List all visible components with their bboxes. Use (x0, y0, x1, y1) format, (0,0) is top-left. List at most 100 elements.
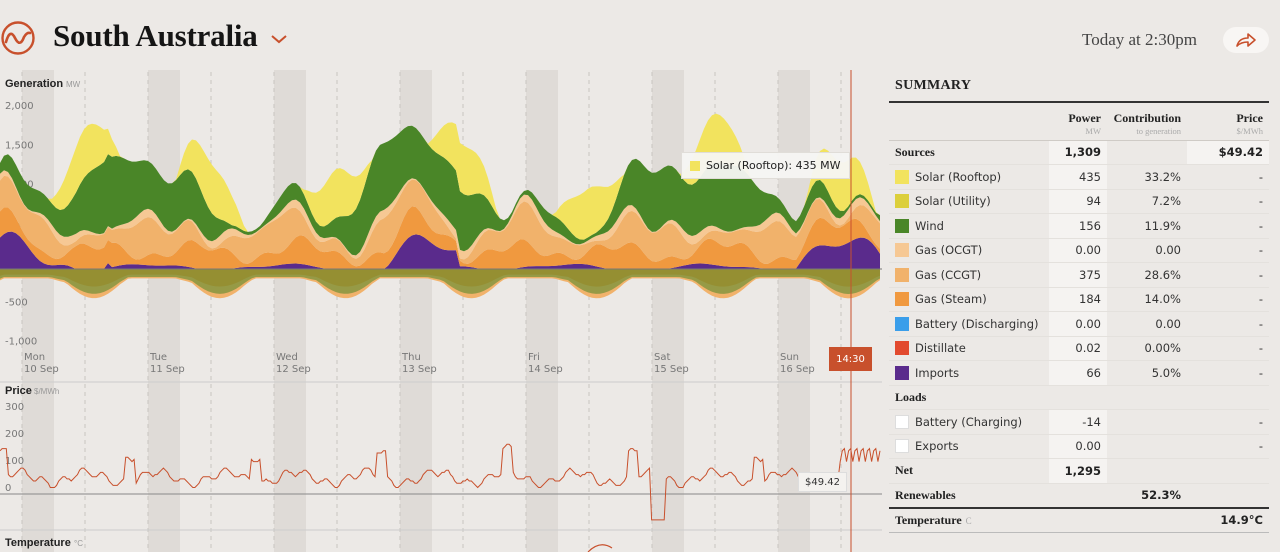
legend-swatch (895, 414, 909, 429)
date-label: 11 Sep (150, 364, 185, 375)
col-contribution-header[interactable]: Contribution (1113, 111, 1181, 125)
share-icon (1236, 33, 1256, 47)
legend-swatch (895, 169, 909, 184)
tooltip-swatch (690, 160, 700, 171)
now-time-badge: 14:30 (829, 347, 872, 371)
imports-area (0, 231, 880, 269)
legend-swatch (895, 267, 909, 282)
source-row[interactable]: Solar (Rooftop) 435 33.2% - (889, 164, 1269, 189)
row-contribution: 14.0% (1144, 292, 1181, 307)
day-label: Mon (24, 352, 45, 363)
row-contribution: 33.2% (1144, 169, 1181, 184)
row-power: 156 (1049, 213, 1107, 238)
temperature-chart-unit: °C (74, 539, 83, 548)
renewables-label: Renewables (895, 487, 956, 502)
legend-swatch (895, 341, 909, 356)
night-band (148, 70, 180, 552)
charts-panel: Generation MW 2,0001,5001,0005000-500-1,… (0, 68, 882, 552)
source-row[interactable]: Solar (Utility) 94 7.2% - (889, 189, 1269, 214)
row-power: 66 (1049, 360, 1107, 385)
source-row[interactable]: Imports 66 5.0% - (889, 360, 1269, 385)
row-power: 94 (1049, 189, 1107, 214)
date-label: 14 Sep (528, 364, 563, 375)
row-label: Gas (CCGT) (915, 267, 982, 282)
row-contribution (1107, 410, 1187, 435)
sources-group-row[interactable]: Sources 1,309 $49.42 (889, 140, 1269, 165)
gen-y-tick: -500 (5, 297, 28, 308)
night-band (274, 70, 306, 552)
tooltip-text: Solar (Rooftop): 435 MW (706, 159, 841, 172)
source-row[interactable]: Gas (OCGT) 0.00 0.00 - (889, 238, 1269, 263)
share-button[interactable] (1223, 27, 1269, 53)
hover-tooltip: Solar (Rooftop): 435 MW (681, 152, 850, 179)
row-power: 0.02 (1049, 336, 1107, 361)
col-power-header[interactable]: Power (1068, 111, 1101, 125)
row-label: Battery (Charging) (915, 414, 1023, 429)
renewables-value: 52.3% (1141, 488, 1181, 502)
logo-icon[interactable] (0, 20, 36, 56)
temperature-row: Temperature C 14.9°C (889, 507, 1269, 533)
legend-swatch (895, 365, 909, 380)
chevron-down-icon[interactable] (268, 30, 290, 48)
row-price: - (1258, 243, 1263, 258)
night-band (526, 70, 558, 552)
date-label: 13 Sep (402, 364, 437, 375)
load-row[interactable]: Battery (Charging) -14 - (889, 409, 1269, 435)
source-row[interactable]: Distillate 0.02 0.00% - (889, 336, 1269, 361)
region-title[interactable]: South Australia (53, 18, 258, 53)
row-price: - (1258, 218, 1263, 233)
legend-swatch (895, 439, 909, 454)
row-label: Gas (Steam) (915, 292, 987, 307)
source-row[interactable]: Gas (Steam) 184 14.0% - (889, 287, 1269, 312)
row-label: Solar (Rooftop) (915, 169, 1002, 184)
source-row[interactable]: Battery (Discharging) 0.00 0.00 - (889, 311, 1269, 336)
price-chart-label: Price (5, 385, 32, 397)
row-contribution: 5.0% (1151, 365, 1181, 380)
col-price-header[interactable]: Price (1236, 111, 1263, 125)
load-row[interactable]: Exports 0.00 - (889, 434, 1269, 459)
row-price: - (1258, 439, 1263, 454)
col-power-unit: MW (1085, 126, 1101, 136)
negative-wind-area (0, 269, 880, 294)
row-label: Distillate (915, 341, 966, 356)
row-contribution: 7.2% (1151, 194, 1181, 209)
row-contribution (1107, 434, 1187, 459)
row-price: - (1258, 267, 1263, 282)
renewables-row: Renewables 52.3% (889, 483, 1269, 508)
loads-group-row: Loads (889, 385, 1269, 410)
gen-y-tick: 2,000 (5, 101, 34, 112)
charts-svg[interactable]: Generation MW 2,0001,5001,0005000-500-1,… (0, 68, 882, 552)
row-label: Solar (Utility) (915, 194, 991, 209)
row-label: Gas (OCGT) (915, 243, 983, 258)
date-label: 15 Sep (654, 364, 689, 375)
night-band (652, 70, 684, 552)
row-price: - (1258, 414, 1263, 429)
temperature-value: 14.9°C (1187, 507, 1269, 533)
gas-steam-area (0, 206, 880, 269)
net-label: Net (895, 463, 913, 478)
row-power: 0.00 (1049, 238, 1107, 263)
row-contribution: 0.00 (1155, 316, 1181, 331)
row-price: - (1258, 341, 1263, 356)
price-y-tick: 300 (5, 402, 24, 413)
row-label: Exports (915, 439, 959, 454)
gas-ocgt-area (0, 170, 880, 260)
row-price: - (1258, 316, 1263, 331)
timestamp[interactable]: Today at 2:30pm (1082, 30, 1197, 49)
night-band (22, 70, 54, 552)
day-label: Wed (276, 352, 298, 363)
net-row: Net 1,295 (889, 458, 1269, 483)
summary-panel: SUMMARY Power Contribution Price MW to g… (889, 70, 1269, 552)
summary-title: SUMMARY (895, 78, 972, 93)
legend-swatch (895, 243, 909, 258)
sources-price: $49.42 (1187, 140, 1269, 165)
row-power: 0.00 (1049, 311, 1107, 336)
row-power: 375 (1049, 262, 1107, 287)
price-chart-unit: $/MWh (34, 387, 59, 396)
date-label: 12 Sep (276, 364, 311, 375)
legend-swatch (895, 218, 909, 233)
source-row[interactable]: Wind 156 11.9% - (889, 213, 1269, 238)
header: South Australia Today at 2:30pm (0, 0, 1280, 72)
sources-power: 1,309 (1049, 140, 1107, 165)
source-row[interactable]: Gas (CCGT) 375 28.6% - (889, 262, 1269, 287)
